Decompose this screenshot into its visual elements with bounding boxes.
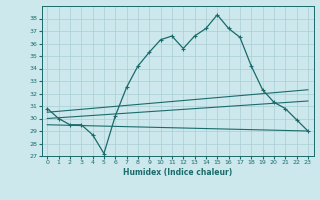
X-axis label: Humidex (Indice chaleur): Humidex (Indice chaleur) xyxy=(123,168,232,177)
